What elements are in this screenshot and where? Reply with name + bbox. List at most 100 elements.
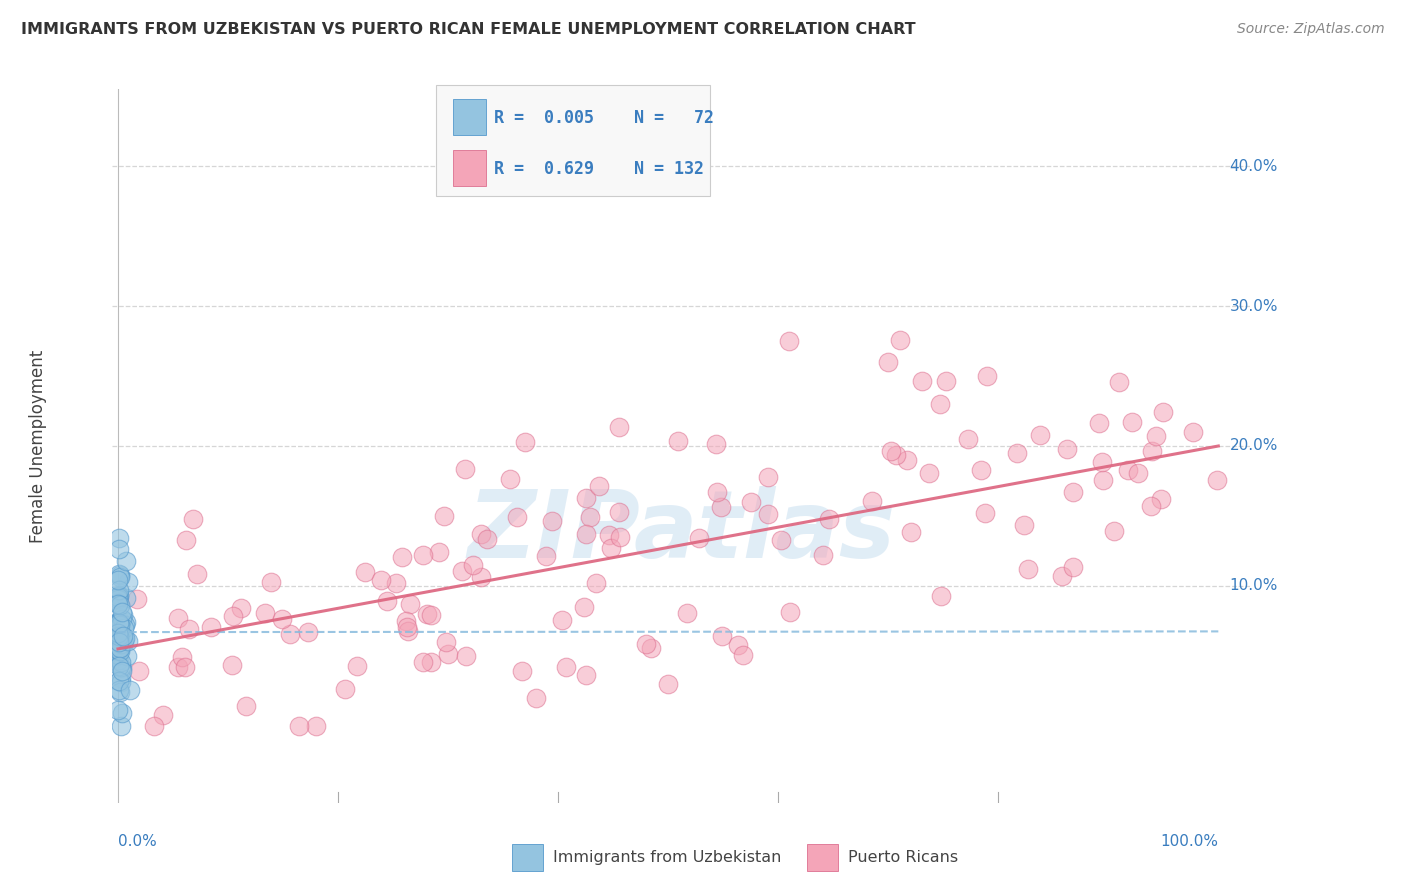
Point xyxy=(541,515,564,529)
Point xyxy=(108,532,131,546)
Point xyxy=(706,485,728,500)
Point xyxy=(1017,562,1039,576)
Point xyxy=(108,640,131,654)
Point xyxy=(107,628,129,642)
Point xyxy=(107,703,129,717)
Point xyxy=(1205,473,1227,487)
Point xyxy=(454,648,477,663)
Point xyxy=(305,719,328,733)
Point xyxy=(108,614,131,628)
Point xyxy=(1088,416,1111,430)
Text: 20.0%: 20.0% xyxy=(1229,439,1278,453)
Point xyxy=(111,607,134,622)
Point xyxy=(174,660,197,674)
Point xyxy=(391,549,413,564)
Point xyxy=(470,570,492,584)
Point xyxy=(142,719,165,733)
Point xyxy=(107,653,129,667)
Point xyxy=(108,683,131,698)
Point xyxy=(110,656,132,670)
Point xyxy=(152,707,174,722)
Point xyxy=(396,624,419,638)
Point xyxy=(111,629,134,643)
Point xyxy=(475,533,498,547)
Text: 40.0%: 40.0% xyxy=(1229,159,1278,174)
Point xyxy=(609,530,631,544)
Point xyxy=(600,541,623,555)
Point xyxy=(108,614,131,628)
Point xyxy=(463,558,485,573)
Point xyxy=(884,448,907,462)
Point xyxy=(710,500,733,514)
Point xyxy=(115,615,138,629)
Point xyxy=(107,592,129,607)
Point xyxy=(711,629,734,643)
Point xyxy=(515,434,537,449)
Point xyxy=(108,673,131,688)
Point xyxy=(117,574,139,589)
Point xyxy=(918,467,941,481)
Point xyxy=(470,527,492,541)
Point xyxy=(634,636,657,650)
Point xyxy=(770,533,793,547)
Point xyxy=(657,677,679,691)
Point xyxy=(118,682,141,697)
Point xyxy=(110,671,132,685)
Point xyxy=(111,612,134,626)
Point xyxy=(1102,524,1125,539)
Point xyxy=(114,631,136,645)
Point xyxy=(420,656,443,670)
Point xyxy=(779,606,801,620)
Point xyxy=(555,660,578,674)
Point xyxy=(117,634,139,648)
Point xyxy=(333,682,356,697)
Point xyxy=(1007,446,1029,460)
Text: IMMIGRANTS FROM UZBEKISTAN VS PUERTO RICAN FEMALE UNEMPLOYMENT CORRELATION CHART: IMMIGRANTS FROM UZBEKISTAN VS PUERTO RIC… xyxy=(21,22,915,37)
Point xyxy=(107,590,129,604)
Point xyxy=(396,620,419,634)
Point xyxy=(818,512,841,526)
Point xyxy=(108,587,131,601)
Point xyxy=(412,656,434,670)
Point xyxy=(510,664,533,678)
Point xyxy=(278,627,301,641)
Point xyxy=(110,617,132,632)
Point xyxy=(107,647,129,661)
Point xyxy=(108,685,131,699)
Point xyxy=(666,434,689,449)
Point xyxy=(108,641,131,656)
Point xyxy=(108,640,131,655)
Point xyxy=(607,419,630,434)
Point xyxy=(108,599,131,613)
Point xyxy=(657,159,679,173)
Point xyxy=(1144,429,1167,443)
Point xyxy=(260,574,283,589)
Text: 0.0%: 0.0% xyxy=(118,834,156,848)
Point xyxy=(254,607,277,621)
Point xyxy=(107,648,129,662)
Point xyxy=(1014,518,1036,533)
Point xyxy=(111,631,134,645)
Point xyxy=(598,527,620,541)
Point xyxy=(676,607,699,621)
Text: Puerto Ricans: Puerto Ricans xyxy=(848,850,957,864)
Point xyxy=(384,576,406,591)
Point xyxy=(288,719,311,733)
Point xyxy=(107,573,129,587)
Point xyxy=(973,507,995,521)
Point xyxy=(454,462,477,476)
Point xyxy=(394,615,416,629)
Point xyxy=(107,629,129,643)
Point xyxy=(114,617,136,632)
Point xyxy=(1091,455,1114,469)
Text: ZIPatlas: ZIPatlas xyxy=(468,485,896,578)
Point xyxy=(1092,473,1115,487)
Point xyxy=(110,719,132,733)
Point xyxy=(174,533,197,548)
Text: Source: ZipAtlas.com: Source: ZipAtlas.com xyxy=(1237,22,1385,37)
Point xyxy=(1062,484,1084,499)
Point xyxy=(108,624,131,639)
Point xyxy=(271,612,294,626)
Point xyxy=(575,526,598,541)
Point xyxy=(112,621,135,635)
